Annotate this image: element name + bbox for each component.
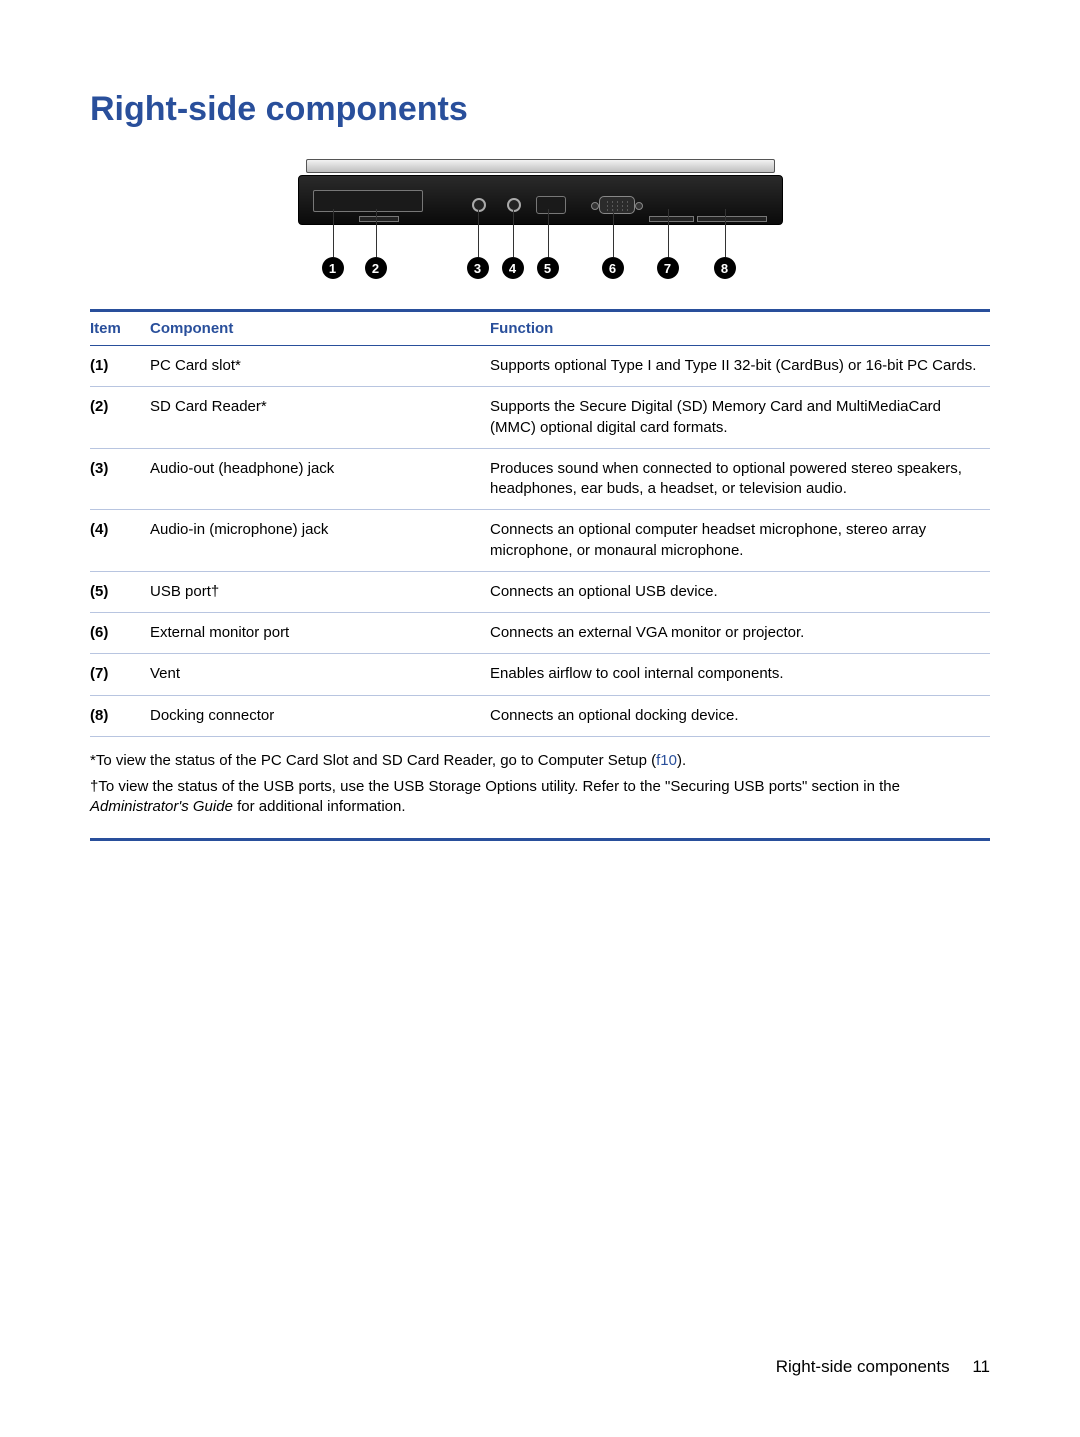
footer-title: Right-side components [776,1357,950,1376]
footnotes: *To view the status of the PC Card Slot … [90,737,990,841]
audio-out-icon [472,198,486,212]
footnote-2-end: for additional information. [233,798,406,815]
vga-port [599,196,635,214]
laptop-lid [306,159,775,173]
footer-page-number: 11 [972,1357,990,1376]
cell-item: (5) [90,571,150,612]
cell-component: PC Card slot* [150,346,490,387]
footnote-2: †To view the status of the USB ports, us… [90,777,990,818]
cell-item: (1) [90,346,150,387]
cell-component: SD Card Reader* [150,387,490,449]
cell-function: Connects an optional docking device. [490,695,990,736]
cell-component: Docking connector [150,695,490,736]
cell-function: Connects an external VGA monitor or proj… [490,613,990,654]
page-footer: Right-side components 11 [776,1357,990,1377]
callout-badge: 4 [502,257,524,279]
audio-in-icon [507,198,521,212]
callout-badge: 6 [602,257,624,279]
table-row: (6)External monitor portConnects an exte… [90,613,990,654]
cell-component: USB port† [150,571,490,612]
cell-component: External monitor port [150,613,490,654]
callout-line [333,209,334,257]
cell-item: (7) [90,654,150,695]
footnote-1: *To view the status of the PC Card Slot … [90,751,990,771]
table-row: (3)Audio-out (headphone) jackProduces so… [90,448,990,510]
page-title: Right-side components [90,90,990,129]
cell-component: Audio-in (microphone) jack [150,510,490,572]
callout-line [513,209,514,257]
cell-function: Enables airflow to cool internal compone… [490,654,990,695]
th-item: Item [90,312,150,346]
footnote-1-end: ). [677,752,686,769]
callout-badge: 2 [365,257,387,279]
table-row: (4)Audio-in (microphone) jackConnects an… [90,510,990,572]
table-row: (8)Docking connectorConnects an optional… [90,695,990,736]
footnote-1-text: *To view the status of the PC Card Slot … [90,752,656,769]
cell-item: (3) [90,448,150,510]
callout-badge: 8 [714,257,736,279]
footnote-2-text: †To view the status of the USB ports, us… [90,778,900,795]
cell-component: Audio-out (headphone) jack [150,448,490,510]
table-row: (1)PC Card slot*Supports optional Type I… [90,346,990,387]
callout-badge: 5 [537,257,559,279]
cell-item: (2) [90,387,150,449]
callout-badge: 7 [657,257,679,279]
vent [649,216,694,222]
pc-card-slot [313,190,423,212]
table-row: (2)SD Card Reader*Supports the Secure Di… [90,387,990,449]
cell-item: (8) [90,695,150,736]
laptop-base [298,175,783,225]
table-row: (5)USB port†Connects an optional USB dev… [90,571,990,612]
callout-line [668,209,669,257]
callout-badge: 1 [322,257,344,279]
cell-function: Supports the Secure Digital (SD) Memory … [490,387,990,449]
cell-item: (6) [90,613,150,654]
laptop-side-diagram: 12 345 6 7 8 [298,159,783,289]
cell-item: (4) [90,510,150,572]
callout-line [478,209,479,257]
callout-line [725,209,726,257]
docking-connector [697,216,767,222]
sd-slot [359,216,399,222]
footnote-2-guide: Administrator's Guide [90,798,233,815]
th-component: Component [150,312,490,346]
callout-line [376,209,377,257]
diagram-container: 12 345 6 7 8 [90,159,990,289]
chassis [298,159,783,227]
callout-line [613,209,614,257]
cell-component: Vent [150,654,490,695]
callout-badge: 3 [467,257,489,279]
table-row: (7)VentEnables airflow to cool internal … [90,654,990,695]
th-function: Function [490,312,990,346]
usb-port [536,196,566,214]
cell-function: Produces sound when connected to optiona… [490,448,990,510]
components-table: Item Component Function (1)PC Card slot*… [90,309,990,737]
cell-function: Connects an optional computer headset mi… [490,510,990,572]
cell-function: Supports optional Type I and Type II 32-… [490,346,990,387]
cell-function: Connects an optional USB device. [490,571,990,612]
callout-line [548,209,549,257]
footnote-1-key: f10 [656,752,677,769]
